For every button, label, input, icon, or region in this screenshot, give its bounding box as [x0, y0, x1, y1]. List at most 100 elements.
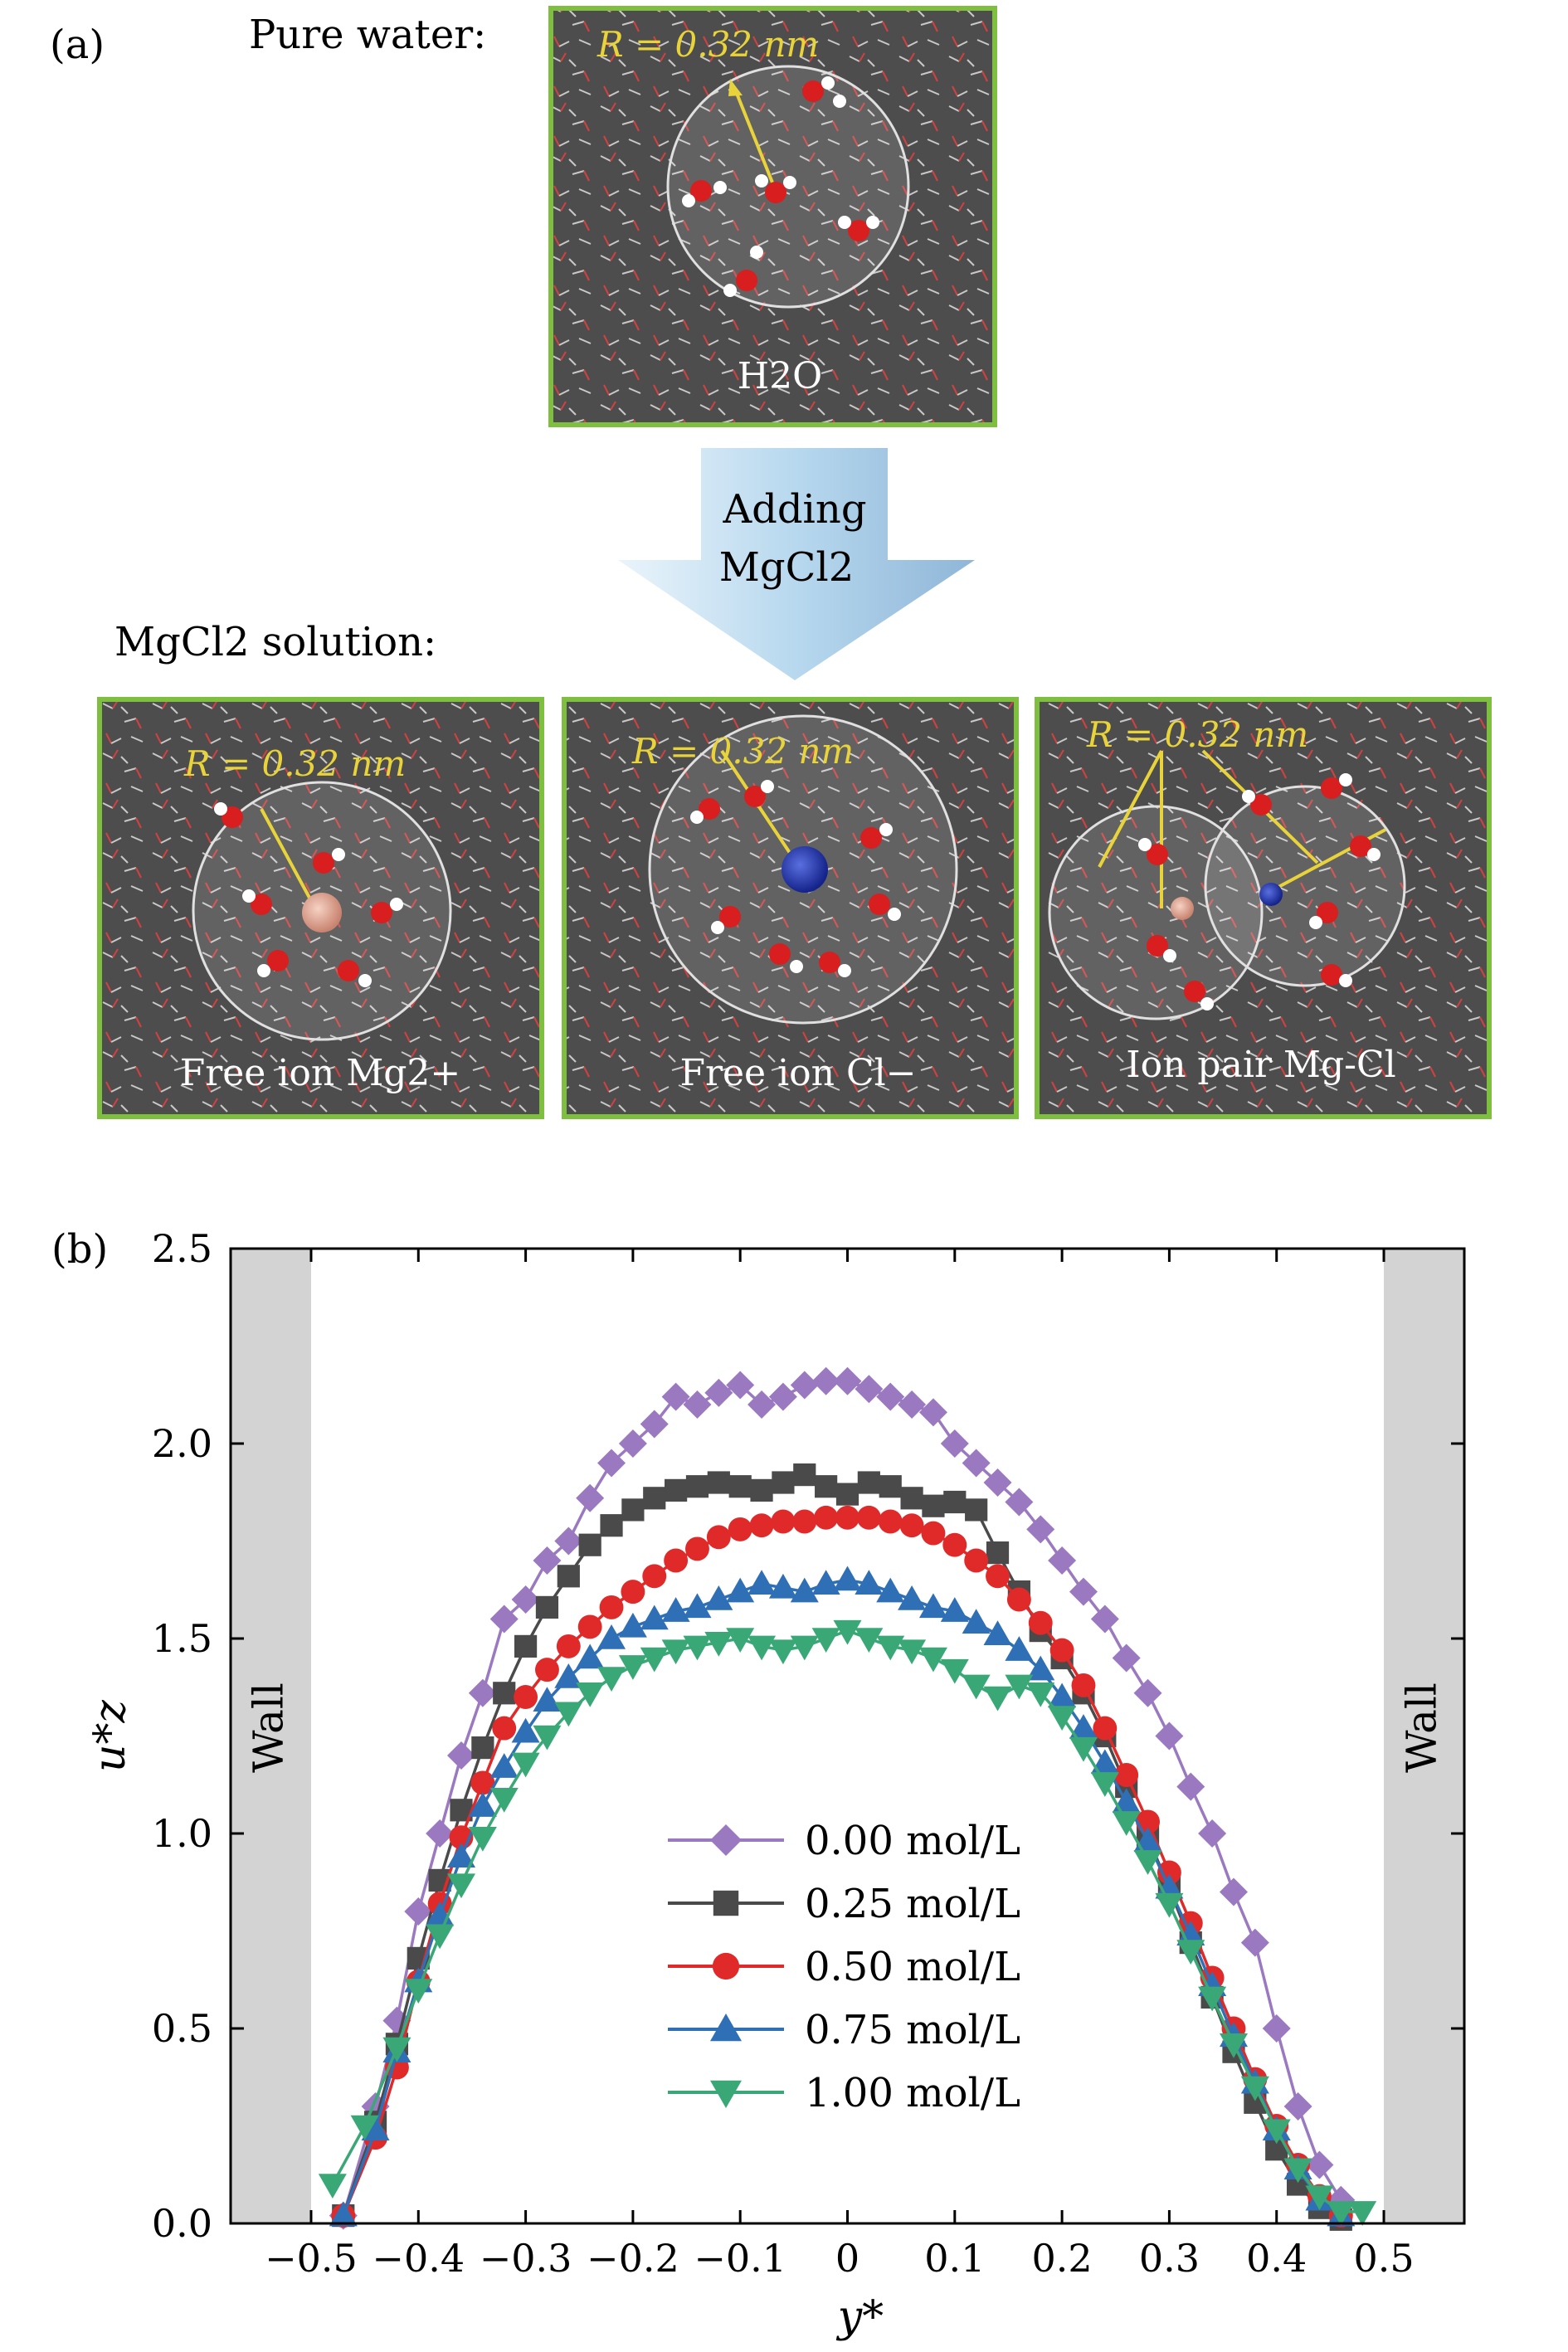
- data-point: [965, 1498, 988, 1522]
- data-point: [1071, 1673, 1096, 1697]
- data-point: [350, 2115, 379, 2140]
- data-point: [771, 1509, 796, 1534]
- data-point: [986, 1541, 1010, 1565]
- data-point: [1262, 2014, 1291, 2043]
- data-point: [597, 1667, 626, 1692]
- data-point: [749, 1513, 774, 1538]
- data-point: [898, 1585, 927, 1610]
- data-point: [556, 1634, 581, 1658]
- data-point: [1048, 1706, 1077, 1731]
- data-point: [511, 1585, 540, 1614]
- data-point: [1006, 1587, 1031, 1612]
- data-point: [811, 1628, 840, 1653]
- data-point: [1240, 2076, 1269, 2101]
- legend-label: 0.00 mol/L: [805, 1818, 1020, 1864]
- data-point: [1176, 1921, 1205, 1945]
- data-point: [707, 1471, 730, 1494]
- data-point: [1348, 2201, 1377, 2226]
- legend-label: 1.00 mol/L: [805, 2070, 1020, 2116]
- data-point: [962, 1609, 991, 1634]
- data-point: [447, 1843, 476, 1867]
- data-point: [940, 1658, 969, 1684]
- data-point: [747, 1390, 777, 1419]
- x-tick-label: −0.1: [694, 2236, 786, 2281]
- data-point: [618, 1655, 647, 1680]
- data-point: [447, 1873, 476, 1899]
- y-tick-label: 0.5: [152, 2006, 212, 2051]
- data-point: [747, 1570, 777, 1595]
- data-point: [468, 1678, 497, 1707]
- data-point: [898, 1639, 927, 1665]
- data-point: [962, 1449, 991, 1478]
- data-point: [900, 1487, 923, 1510]
- data-point: [329, 2201, 358, 2227]
- data-point: [600, 1514, 623, 1537]
- data-point: [1133, 1678, 1162, 1707]
- x-tick-label: 0.2: [1032, 2236, 1093, 2281]
- x-tick-label: −0.4: [372, 2236, 465, 2281]
- data-point: [983, 1468, 1012, 1497]
- data-point: [922, 1494, 945, 1517]
- data-point: [404, 1979, 433, 2004]
- y-tick-label: 2.5: [152, 1226, 212, 1271]
- data-point: [470, 1770, 495, 1795]
- data-point: [918, 1398, 947, 1427]
- solution-label: MgCl2 solution:: [114, 619, 436, 665]
- data-point: [1219, 2033, 1248, 2058]
- data-point: [962, 1674, 991, 1700]
- data-point: [535, 1595, 559, 1619]
- data-point: [747, 1635, 777, 1661]
- data-point: [493, 1682, 516, 1705]
- radius-label: R = 0.32 nm: [631, 731, 854, 772]
- data-point: [683, 1635, 712, 1661]
- data-point: [426, 1819, 455, 1848]
- pure-water-label: Pure water:: [249, 12, 486, 58]
- data-point: [1026, 1682, 1055, 1707]
- data-point: [876, 1577, 905, 1603]
- data-point: [554, 1527, 583, 1556]
- data-point: [576, 1682, 605, 1707]
- x-tick-label: 0.1: [924, 2236, 985, 2281]
- data-point: [1093, 1716, 1118, 1741]
- data-point: [1005, 1636, 1034, 1661]
- panel-b-label: (b): [51, 1226, 108, 1273]
- data-point: [833, 1566, 862, 1591]
- x-tick-label: 0.4: [1246, 2236, 1307, 2281]
- data-point: [855, 1570, 884, 1595]
- molecule-label: H2O: [738, 355, 822, 397]
- data-point: [597, 1449, 626, 1478]
- data-point: [361, 2116, 390, 2140]
- data-point: [1028, 1610, 1053, 1635]
- data-point: [986, 1564, 1010, 1589]
- data-point: [685, 1536, 709, 1561]
- x-tick-label: −0.3: [480, 2236, 572, 2281]
- data-point: [597, 1624, 626, 1649]
- data-point: [318, 2174, 347, 2199]
- data-point: [468, 1792, 497, 1817]
- data-point: [683, 1390, 712, 1419]
- arrow-text-line1: Adding: [722, 486, 866, 533]
- data-point: [618, 1429, 647, 1458]
- data-point: [642, 1564, 667, 1589]
- y-tick-label: 0.0: [152, 2201, 212, 2246]
- data-point: [750, 1478, 773, 1502]
- data-point: [492, 1716, 517, 1741]
- data-point: [554, 1702, 583, 1727]
- data-point: [576, 1643, 605, 1669]
- data-point: [621, 1498, 645, 1522]
- data-point: [661, 1597, 690, 1622]
- wall-label: Wall: [1398, 1682, 1446, 1773]
- wall-region: [231, 1249, 311, 2223]
- data-point: [768, 1639, 797, 1665]
- x-tick-label: 0.3: [1139, 2236, 1200, 2281]
- data-point: [1090, 1772, 1119, 1797]
- data-point: [514, 1634, 538, 1658]
- data-point: [1305, 2185, 1334, 2211]
- data-point: [1327, 2201, 1356, 2226]
- data-point: [554, 1663, 583, 1688]
- data-point: [983, 1686, 1012, 1712]
- x-tick-label: −0.5: [265, 2236, 358, 2281]
- data-point: [1198, 1819, 1227, 1848]
- data-point: [793, 1463, 816, 1487]
- data-point: [1262, 2119, 1291, 2145]
